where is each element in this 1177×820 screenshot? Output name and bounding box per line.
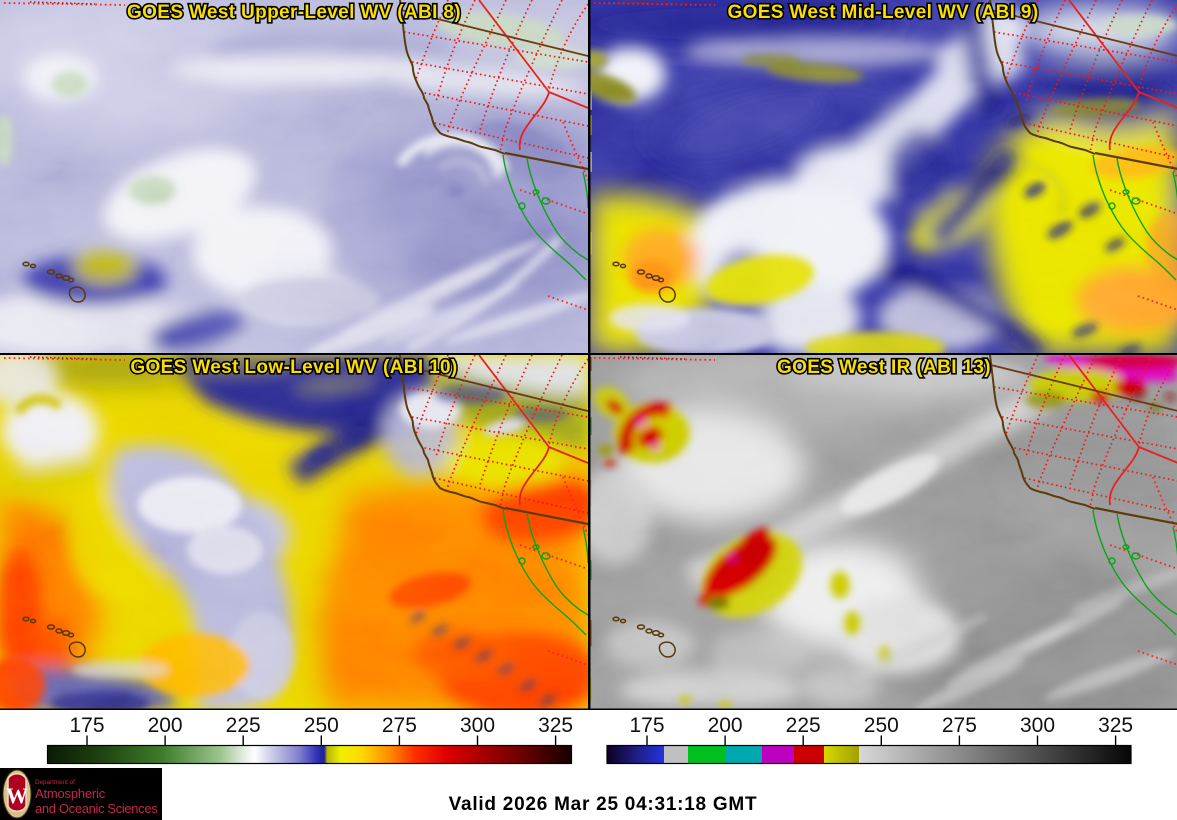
svg-text:200: 200 — [708, 714, 743, 737]
svg-text:and Oceanic Sciences: and Oceanic Sciences — [35, 801, 158, 816]
svg-text:250: 250 — [864, 714, 899, 737]
svg-text:250: 250 — [304, 714, 339, 737]
svg-text:Atmospheric: Atmospheric — [35, 786, 106, 801]
svg-text:Department of: Department of — [35, 779, 75, 786]
svg-text:175: 175 — [69, 714, 104, 737]
svg-text:GOES West Upper-Level WV (ABI: GOES West Upper-Level WV (ABI 8) — [127, 2, 461, 23]
svg-text:GOES West Mid-Level WV (ABI 9): GOES West Mid-Level WV (ABI 9) — [727, 2, 1038, 23]
svg-text:325: 325 — [538, 714, 573, 737]
svg-text:225: 225 — [226, 714, 261, 737]
svg-text:275: 275 — [942, 714, 977, 737]
svg-text:Valid 2026 Mar 25 04:31:18 GMT: Valid 2026 Mar 25 04:31:18 GMT — [449, 794, 758, 815]
svg-text:GOES West IR (ABI 13): GOES West IR (ABI 13) — [777, 357, 991, 378]
svg-text:300: 300 — [1020, 714, 1055, 737]
svg-text:GOES West Low-Level WV (ABI 10: GOES West Low-Level WV (ABI 10) — [130, 357, 457, 378]
svg-text:200: 200 — [148, 714, 183, 737]
svg-text:225: 225 — [786, 714, 821, 737]
svg-text:325: 325 — [1098, 714, 1133, 737]
svg-text:W: W — [6, 783, 28, 808]
svg-text:175: 175 — [629, 714, 664, 737]
svg-text:275: 275 — [382, 714, 417, 737]
svg-text:300: 300 — [460, 714, 495, 737]
